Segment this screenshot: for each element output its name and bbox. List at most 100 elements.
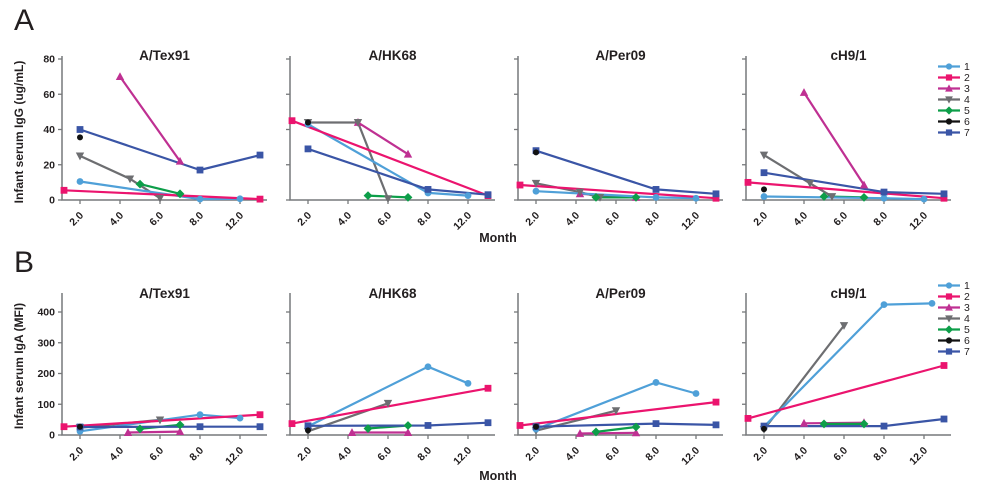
- x-tick-label: 2.0: [751, 210, 770, 229]
- chart-row-igg: 0 20 40 60 80 2.0 4.0 6.0 8.0 12.0 A/Tex91 2.0 4.0 6.…: [42, 42, 954, 242]
- circle-marker-icon: [305, 119, 311, 126]
- legend-item-1: 1: [937, 61, 970, 73]
- x-tick-label: 4.0: [335, 445, 354, 464]
- axis-spine: [61, 293, 267, 436]
- y-tick-label: 100: [37, 399, 55, 411]
- triangle-marker-icon: [799, 88, 809, 96]
- circle-marker-icon: [945, 118, 953, 125]
- square-marker-icon: [60, 423, 68, 431]
- series-2-line: [290, 387, 490, 425]
- square-marker-icon: [744, 178, 752, 186]
- triangle-marker-icon: [799, 418, 809, 427]
- axis-spine: [61, 56, 267, 201]
- circle-marker-icon: [77, 423, 83, 430]
- triangle-down-marker-icon: [383, 399, 393, 408]
- x-tick-label: 4.0: [107, 445, 126, 464]
- legend-triangle-down-icon: [938, 315, 960, 323]
- circle-marker-icon: [464, 192, 472, 199]
- diamond-marker-icon: [819, 192, 829, 201]
- legend-item-4: 4: [937, 313, 970, 325]
- legend-square-icon: [938, 74, 960, 81]
- y-tick-label: 200: [37, 368, 55, 380]
- x-tick-label: 4.0: [791, 445, 810, 464]
- series-2-line: [290, 119, 490, 197]
- x-tick-label: 2.0: [295, 445, 314, 464]
- square-marker-icon: [880, 188, 888, 196]
- circle-marker-icon: [533, 423, 539, 430]
- x-tick-label: 2.0: [751, 445, 770, 464]
- circle-marker-icon: [760, 193, 768, 200]
- circle-marker-icon: [76, 178, 84, 185]
- diamond-marker-icon: [944, 325, 954, 334]
- chart-title: A/HK68: [368, 48, 417, 63]
- triangle-down-marker-icon: [575, 188, 585, 197]
- square-marker-icon: [712, 194, 720, 202]
- legend-item-6: 6: [937, 335, 970, 347]
- legend-item-6: 6: [937, 116, 970, 128]
- circle-marker-icon: [236, 414, 244, 422]
- x-axis-label-month-a: Month: [479, 231, 517, 245]
- y-tick-label: 0: [49, 430, 55, 442]
- legend-label: 7: [964, 126, 970, 139]
- axis-spine: [289, 293, 495, 436]
- circle-marker-icon: [945, 63, 953, 70]
- x-tick-label: 8.0: [871, 445, 890, 464]
- series-2-line: [518, 400, 718, 427]
- legend-triangle-down-icon: [938, 96, 960, 104]
- circle-marker-icon: [305, 427, 311, 434]
- legend-label: 5: [964, 323, 970, 336]
- series-1-line: [534, 381, 698, 431]
- triangle-down-marker-icon: [383, 195, 393, 203]
- x-tick-label: 6.0: [831, 445, 850, 464]
- circle-marker-icon: [652, 379, 660, 386]
- square-marker-icon: [304, 145, 312, 153]
- legend-item-1: 1: [937, 280, 970, 292]
- circle-marker-icon: [692, 390, 700, 397]
- legend-item-4: 4: [937, 93, 970, 106]
- square-marker-icon: [256, 423, 264, 431]
- circle-marker-icon: [236, 195, 244, 203]
- x-tick-label: 6.0: [375, 210, 394, 229]
- x-tick-label: 4.0: [563, 210, 582, 229]
- x-tick-label: 6.0: [831, 210, 850, 229]
- circle-marker-icon: [77, 134, 83, 141]
- square-marker-icon: [60, 186, 68, 194]
- square-marker-icon: [940, 190, 948, 198]
- x-tick-label: 6.0: [603, 445, 622, 464]
- square-marker-icon: [760, 169, 768, 177]
- diamond-marker-icon: [591, 192, 601, 202]
- series-4-line: [762, 153, 834, 198]
- series-7-line: [306, 421, 490, 427]
- diamond-marker-icon: [403, 421, 413, 430]
- series-3-line: [578, 431, 638, 435]
- circle-marker-icon: [945, 282, 953, 289]
- diamond-marker-icon: [944, 106, 954, 115]
- triangle-down-marker-icon: [759, 151, 769, 160]
- square-marker-icon: [288, 117, 296, 125]
- square-marker-icon: [516, 181, 524, 189]
- square-marker-icon: [256, 151, 264, 159]
- diamond-marker-icon: [175, 420, 185, 430]
- legend-square-icon: [938, 129, 960, 136]
- x-tick-label: 4.0: [107, 210, 126, 229]
- legend-label: 5: [964, 104, 970, 117]
- triangle-down-marker-icon: [945, 96, 953, 104]
- diamond-marker-icon: [859, 192, 869, 202]
- triangle-down-marker-icon: [125, 175, 135, 184]
- square-marker-icon: [940, 362, 948, 369]
- x-tick-label: 12.0: [907, 210, 930, 233]
- series-7-line: [306, 147, 490, 196]
- series-5-line: [138, 183, 182, 195]
- chart-panel-b-ch9-1: 2.0 4.0 6.0 8.0 12.0 cH9/1: [742, 286, 951, 468]
- circle-marker-icon: [532, 187, 540, 195]
- chart-title: A/Per09: [595, 48, 645, 63]
- legend-label: 4: [964, 93, 970, 106]
- circle-marker-icon: [424, 363, 432, 371]
- x-tick-label: 12.0: [223, 445, 246, 468]
- square-marker-icon: [712, 398, 720, 406]
- circle-marker-icon: [880, 301, 888, 309]
- triangle-down-marker-icon: [155, 416, 165, 425]
- triangle-marker-icon: [175, 427, 185, 436]
